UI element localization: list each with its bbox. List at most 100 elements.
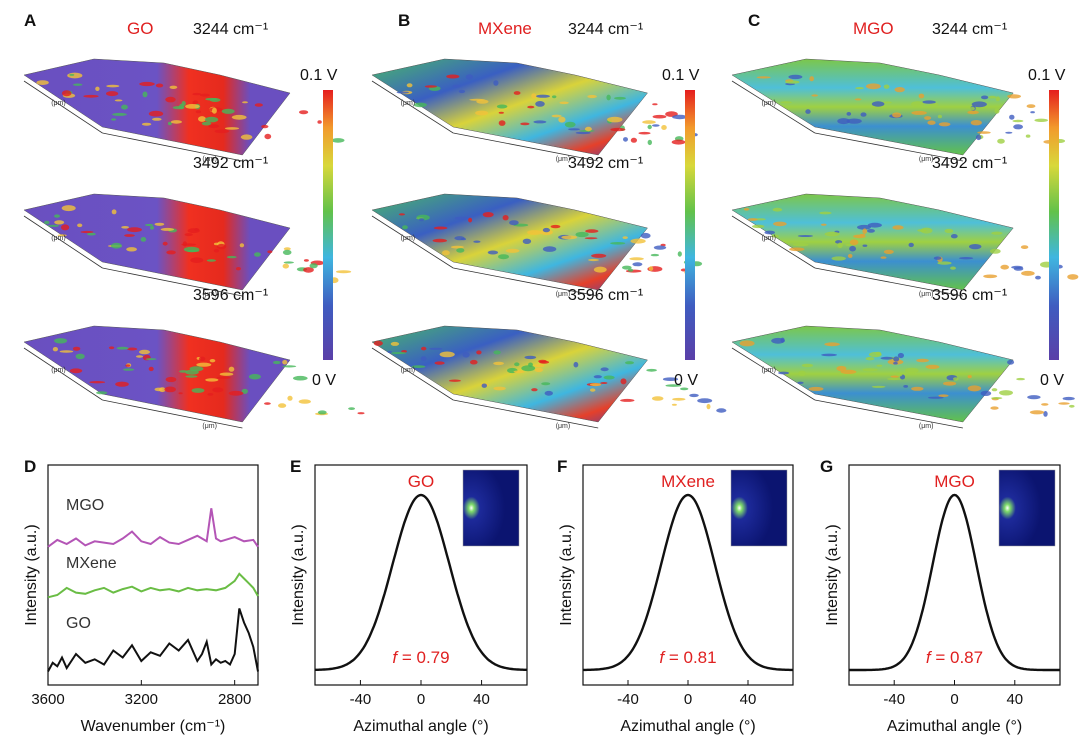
map-texture: [653, 245, 667, 250]
map-texture: [213, 248, 220, 253]
map-texture: [831, 256, 846, 261]
map-texture: [458, 89, 466, 94]
map-texture: [207, 393, 214, 396]
map-texture: [600, 367, 609, 372]
map-texture: [73, 83, 83, 86]
map-texture: [165, 376, 177, 383]
map-texture: [797, 235, 814, 237]
map-texture: [52, 347, 59, 352]
map-texture: [680, 387, 689, 391]
map-texture: [212, 387, 224, 393]
colorbar-min-label: 0 V: [1040, 372, 1064, 389]
map-texture: [527, 105, 535, 109]
map-texture: [887, 377, 902, 381]
map-texture: [916, 358, 929, 363]
map-texture: [125, 364, 131, 367]
map-texture: [785, 80, 800, 84]
map-texture: [524, 355, 537, 360]
map-texture: [862, 244, 868, 247]
map-texture: [632, 262, 643, 267]
map-texture: [106, 91, 119, 97]
y-axis-title: Intensity (a.u.): [290, 524, 307, 625]
map-texture: [185, 369, 199, 375]
map-texture: [908, 242, 914, 248]
map-texture: [752, 224, 765, 229]
map-title-mxene: MXene: [478, 19, 532, 38]
map-texture: [169, 85, 178, 90]
map-texture: [126, 247, 137, 252]
map-axis-unit: (μm): [761, 235, 776, 242]
series-label-mgo: MGO: [66, 497, 104, 514]
map-texture: [792, 243, 809, 247]
map-texture: [967, 110, 979, 115]
map-texture: [406, 83, 413, 88]
map-texture: [652, 103, 658, 106]
map-texture: [224, 127, 240, 130]
map-texture: [231, 114, 247, 120]
map-texture: [937, 261, 952, 265]
map-texture: [542, 227, 551, 233]
map-texture: [61, 224, 70, 231]
map-axis-unit: (μm): [761, 367, 776, 374]
colorbar-mgo: 0.1 V 0 V: [1028, 67, 1066, 389]
map-texture: [871, 385, 886, 388]
map-texture: [575, 231, 589, 238]
map-texture: [788, 74, 803, 80]
map-texture: [127, 347, 138, 351]
map-texture: [167, 121, 172, 126]
map-axis-x: [453, 132, 599, 162]
map-texture: [267, 250, 273, 254]
chart-title: GO: [408, 472, 434, 491]
colorbar-gradient: [1049, 90, 1059, 360]
panel-label-a: A: [24, 11, 36, 30]
map-texture: [928, 396, 944, 399]
map-texture: [446, 74, 460, 79]
map-surface: [371, 193, 648, 291]
map-texture: [54, 338, 68, 344]
map-texture: [505, 248, 520, 253]
map-texture: [487, 250, 499, 255]
map-surface-mgo-2: (μm) (μm): [731, 193, 1079, 298]
map-texture: [398, 213, 405, 216]
map-texture: [36, 80, 49, 85]
wavenumber-labels-mgo: 3244 cm⁻¹ 3492 cm⁻¹ 3596 cm⁻¹: [932, 21, 1007, 304]
map-texture: [809, 76, 814, 82]
map-texture: [226, 255, 237, 259]
map-axis-y: [731, 80, 816, 134]
map-texture: [166, 250, 176, 255]
map-texture: [883, 249, 894, 254]
map-texture: [531, 388, 538, 392]
map-texture: [460, 238, 466, 241]
map-texture: [924, 116, 932, 120]
f-value: = 0.87: [931, 648, 983, 667]
map-texture: [95, 86, 100, 92]
map-texture: [221, 108, 235, 114]
map-texture: [991, 397, 1003, 400]
map-texture: [847, 253, 853, 258]
map-texture: [983, 274, 998, 279]
map-texture: [593, 266, 607, 273]
map-axis-x: [102, 399, 243, 429]
map-texture: [824, 342, 840, 347]
map-texture: [610, 127, 626, 132]
x-tick-label: 3200: [125, 691, 158, 708]
map-texture: [840, 369, 857, 374]
map-texture: [468, 217, 473, 223]
map-texture: [402, 225, 408, 230]
map-axis-x: [453, 267, 599, 297]
map-texture: [568, 128, 580, 131]
map-texture: [821, 353, 837, 357]
map-texture: [282, 360, 288, 365]
map-texture: [672, 114, 688, 120]
map-texture: [771, 234, 779, 238]
map-texture: [242, 101, 248, 104]
map-texture: [303, 259, 309, 262]
map-texture: [756, 76, 771, 79]
map-texture: [977, 131, 991, 134]
map-texture: [448, 379, 461, 382]
map-texture: [661, 125, 667, 130]
map-texture: [622, 236, 628, 240]
map-axis-y: [23, 347, 103, 401]
map-texture: [47, 224, 60, 227]
map-texture: [481, 383, 487, 388]
